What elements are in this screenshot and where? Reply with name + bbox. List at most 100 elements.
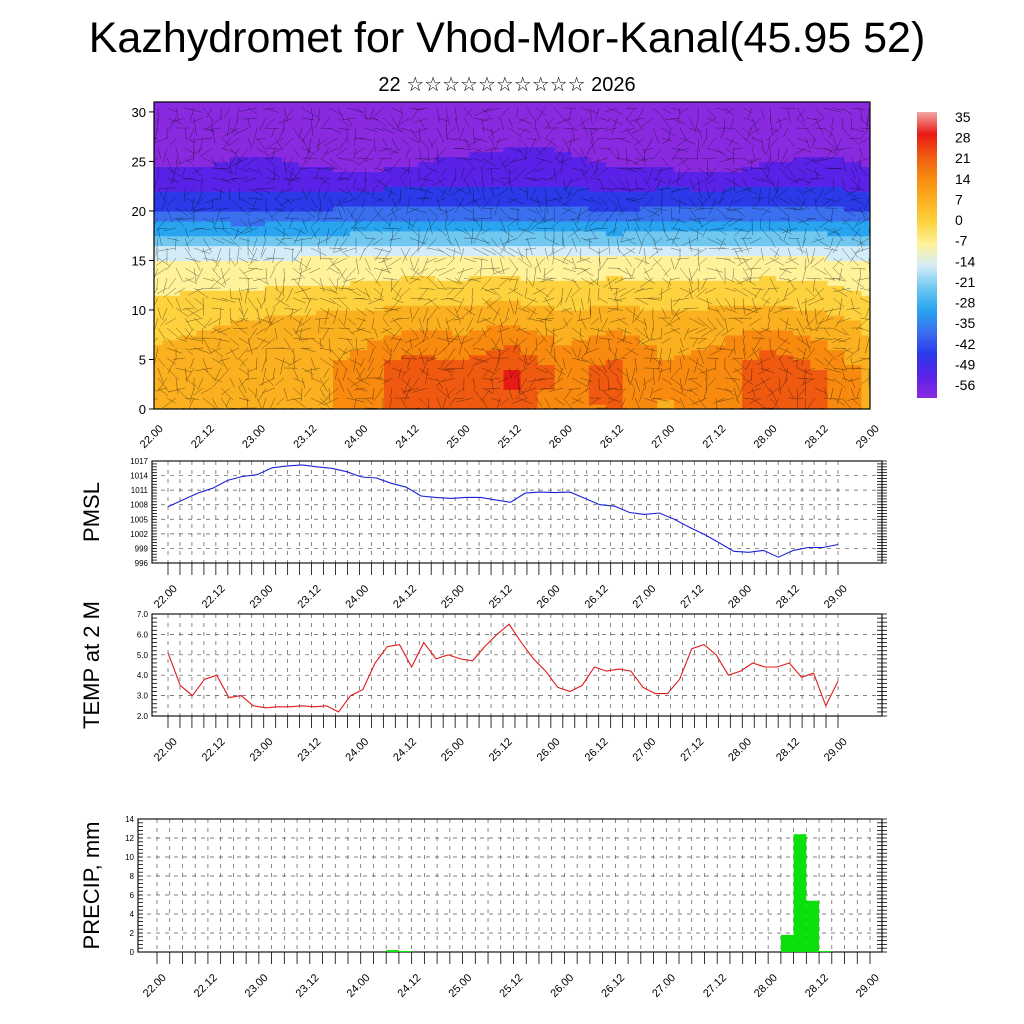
wind-barb <box>568 107 573 122</box>
wind-barb <box>238 277 253 279</box>
heatmap-cell <box>503 131 522 138</box>
heatmap-cell <box>333 136 351 143</box>
wind-barb <box>555 147 564 161</box>
heatmap-cell <box>656 384 675 390</box>
wind-barb <box>544 117 551 129</box>
heatmap-cell <box>384 206 402 212</box>
wind-barb <box>256 217 266 224</box>
heatmap-cell <box>827 369 845 375</box>
heatmap-cell <box>656 374 675 380</box>
heatmap-cell <box>196 285 215 291</box>
wind-barb <box>473 227 483 244</box>
wind-barb <box>796 237 803 255</box>
wind-barb <box>368 347 375 363</box>
heatmap-cell <box>247 314 266 321</box>
heatmap-cell <box>554 300 573 306</box>
wind-barb <box>796 377 814 380</box>
wind-barb <box>346 377 359 388</box>
heatmap-cell <box>656 240 675 247</box>
wind-barb <box>409 307 413 319</box>
heatmap-cell <box>350 201 368 207</box>
wind-barb <box>688 237 692 252</box>
heatmap-cell <box>213 275 232 281</box>
heatmap-cell <box>793 354 811 361</box>
wind-barb <box>481 207 494 209</box>
heatmap-cell <box>281 131 300 138</box>
wind-barb <box>783 227 789 241</box>
wind-barb <box>751 327 764 337</box>
wind-barb <box>361 337 375 341</box>
heatmap-cell <box>418 121 436 128</box>
heatmap-cell <box>316 116 334 123</box>
wind-barb <box>229 337 240 347</box>
heatmap-cell <box>154 265 164 271</box>
heatmap-cell <box>469 250 487 257</box>
wind-barb <box>269 267 276 279</box>
heatmap-cell <box>691 131 709 138</box>
heatmap-cell <box>435 121 453 128</box>
wind-barb <box>535 357 546 366</box>
wind-barb <box>751 117 759 135</box>
heatmap-cell <box>810 171 828 177</box>
heatmap-cell <box>554 319 573 326</box>
heatmap-cell <box>350 324 368 331</box>
heatmap-cell <box>554 404 573 409</box>
heatmap-cell <box>793 394 811 400</box>
wind-barb <box>175 377 179 394</box>
heatmap-cell <box>418 146 436 153</box>
heatmap-cell <box>298 176 317 182</box>
heatmap-cell <box>520 141 539 148</box>
wind-barb <box>286 207 294 219</box>
wind-barb <box>708 227 726 231</box>
heatmap-cell <box>639 240 658 247</box>
wind-barb <box>768 187 771 205</box>
heatmap-cell <box>281 210 300 217</box>
wind-barb <box>445 127 448 140</box>
wind-barb <box>553 367 566 375</box>
heatmap-cell <box>691 404 709 409</box>
heatmap-cell <box>179 151 198 158</box>
heatmap-cell <box>656 225 675 232</box>
heatmap-cell <box>639 260 658 267</box>
wind-barb <box>700 367 717 374</box>
wind-barb <box>221 387 231 395</box>
heatmap-cell <box>503 220 522 227</box>
heatmap-cell <box>656 111 675 118</box>
wind-barb <box>258 387 267 402</box>
heatmap-cell <box>418 314 436 321</box>
wind-barb <box>391 207 397 220</box>
heatmap-cell <box>384 186 402 192</box>
heatmap-cell <box>333 275 351 281</box>
heatmap-cell <box>725 349 743 356</box>
wind-barb <box>860 377 870 385</box>
wind-barb <box>841 177 846 189</box>
wind-barb <box>445 317 450 331</box>
heatmap-cell <box>298 146 317 153</box>
wind-barb <box>571 327 584 338</box>
wind-barb <box>380 327 393 334</box>
heatmap-cell <box>367 215 385 222</box>
heatmap-cell <box>656 201 675 207</box>
heatmap-cell <box>588 250 607 257</box>
heatmap-cell <box>469 364 487 370</box>
heatmap-cell <box>367 389 385 395</box>
heatmap-cell <box>725 166 743 172</box>
heatmap-cell <box>435 314 453 321</box>
heatmap-cell <box>674 404 692 409</box>
wind-barb <box>407 357 411 369</box>
heatmap-cell <box>622 250 641 257</box>
heatmap-cell <box>298 156 317 163</box>
heatmap-cell <box>708 379 726 385</box>
heatmap-cell <box>435 285 453 291</box>
heatmap-cell <box>384 196 402 202</box>
heatmap-cell <box>537 319 556 326</box>
heatmap-cell <box>588 196 607 202</box>
wind-barb <box>814 337 833 340</box>
heatmap-cell <box>844 191 862 197</box>
wind-barb <box>361 197 366 209</box>
wind-barb <box>549 167 564 180</box>
wind-barb <box>761 207 771 216</box>
wind-barb <box>238 167 250 172</box>
heatmap-cell <box>537 111 556 118</box>
wind-barb <box>195 367 213 372</box>
